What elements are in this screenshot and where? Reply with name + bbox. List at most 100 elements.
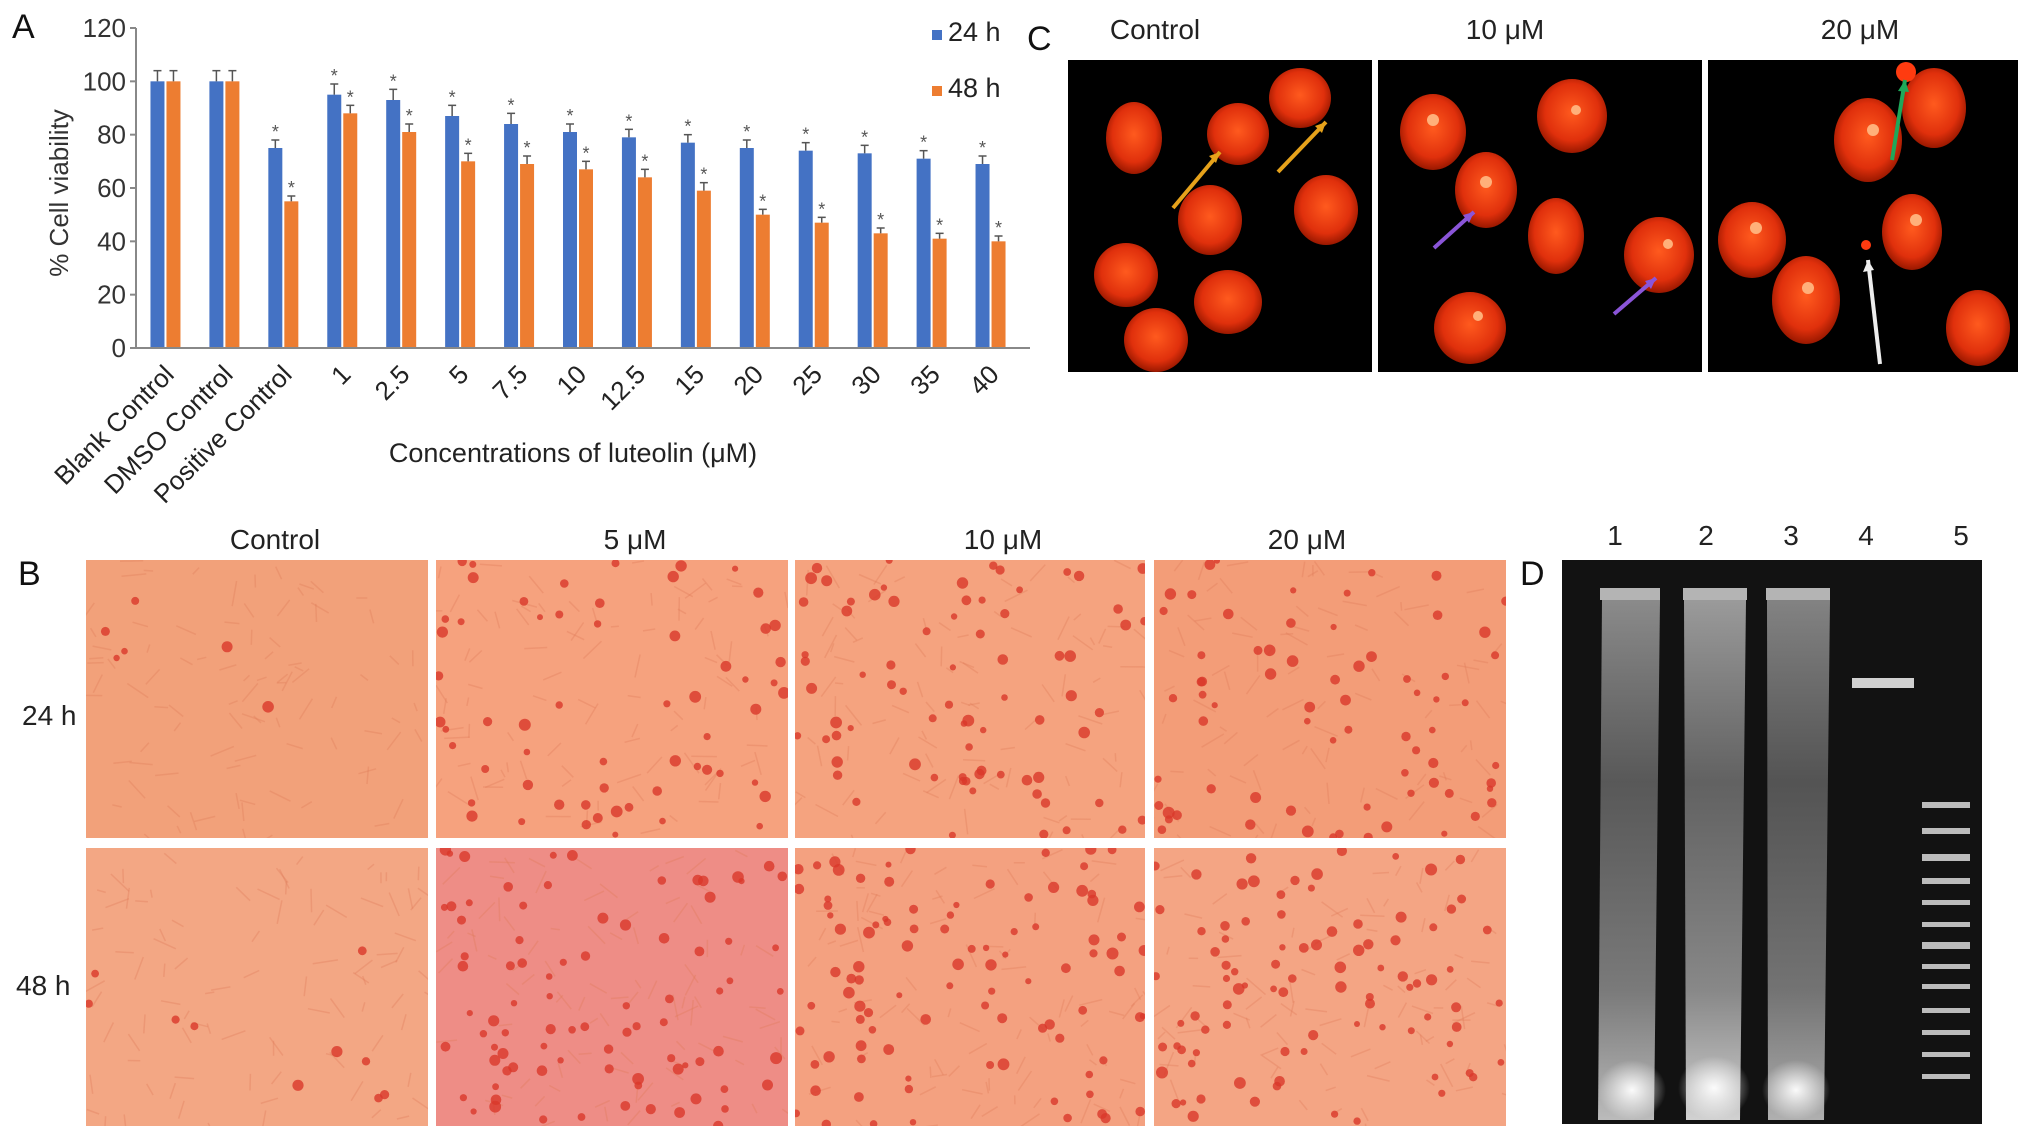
panel-c-col-title-10um: 10 μM	[1465, 14, 1545, 45]
bar-24h	[857, 153, 872, 348]
significance-mark: *	[465, 135, 472, 155]
gel-ladder-lane-5	[1922, 802, 1970, 1079]
x-tick-label: 2.5	[369, 359, 416, 406]
chart-legend: 24 h 48 h	[932, 17, 1001, 103]
gel-band-lane-4	[1852, 678, 1914, 688]
gel-lane-label-3: 3	[1783, 520, 1799, 551]
fluorescence-image-20um	[1708, 60, 2018, 372]
brightfield-image-r2-c4	[1154, 848, 1506, 1126]
significance-mark: *	[920, 133, 927, 153]
significance-mark: *	[508, 95, 515, 115]
significance-mark: *	[700, 165, 707, 185]
x-tick-label: 15	[668, 359, 710, 401]
bar-48h	[284, 201, 299, 348]
bar-48h	[755, 214, 770, 348]
brightfield-image-r2-c3	[795, 848, 1145, 1126]
gel-lane-label-5: 5	[1953, 520, 1969, 551]
brightfield-image-r1-c3	[795, 560, 1145, 838]
significance-mark: *	[390, 71, 397, 91]
gel-lane-label-2: 2	[1698, 520, 1714, 551]
legend-swatch	[932, 30, 942, 40]
y-tick-label: 0	[112, 333, 126, 363]
cell-viability-bar-chart: ************************** Blank Control…	[44, 13, 1030, 509]
bar-48h	[166, 81, 181, 348]
bar-24h	[386, 100, 401, 348]
significance-mark: *	[743, 122, 750, 142]
bar-24h	[739, 148, 754, 348]
panel-letter-c: C	[1027, 20, 1052, 58]
x-tick-label: 10	[551, 359, 593, 401]
panel-letter-d: D	[1520, 555, 1545, 593]
fluorescence-image-control	[1068, 60, 1372, 372]
gel-smear-lane-2	[1684, 600, 1746, 1120]
significance-mark: *	[347, 87, 354, 107]
significance-mark: *	[802, 125, 809, 145]
significance-mark: *	[272, 122, 279, 142]
y-tick-label: 40	[97, 226, 126, 256]
significance-mark: *	[861, 127, 868, 147]
panel-letter-a: A	[12, 8, 35, 46]
y-tick-label: 80	[97, 120, 126, 150]
significance-mark: *	[995, 218, 1002, 238]
bar-24h	[268, 148, 283, 348]
panel-letter-b: B	[18, 555, 41, 593]
panel-b-row-label-48h: 48 h	[16, 970, 71, 1001]
bar-24h	[209, 81, 224, 348]
gel-lane-label-1: 1	[1607, 520, 1623, 551]
bar-24h	[621, 137, 636, 348]
panel-b-col-title-20um: 20 μM	[1267, 524, 1347, 555]
significance-mark: *	[524, 138, 531, 158]
x-tick-label: 1	[325, 359, 356, 390]
significance-mark: *	[936, 215, 943, 235]
significance-mark: *	[406, 106, 413, 126]
brightfield-image-r1-c2	[436, 560, 788, 838]
bar-24h	[680, 142, 695, 348]
bar-48h	[873, 233, 888, 348]
y-tick-label: 60	[97, 173, 126, 203]
x-tick-label: 5	[443, 359, 474, 390]
arrow-yellow-2	[1276, 120, 1328, 174]
brightfield-image-r2-c2	[436, 848, 788, 1126]
dna-fragmentation-gel	[1562, 560, 1982, 1124]
bar-48h	[225, 81, 240, 348]
bar-24h	[445, 116, 460, 348]
bar-24h	[916, 158, 931, 348]
bar-48h	[461, 161, 476, 348]
significance-mark: *	[818, 199, 825, 219]
bar-24h	[504, 124, 519, 348]
legend-label: 48 h	[948, 73, 1001, 103]
bar-48h	[637, 177, 652, 348]
x-tick-label: 25	[786, 359, 828, 401]
panel-b-col-title-5um: 5 μM	[603, 524, 667, 555]
bar-24h	[798, 150, 813, 348]
x-tick-label: 20	[727, 359, 769, 401]
significance-mark: *	[684, 117, 691, 137]
brightfield-image-r1-c4	[1154, 560, 1506, 838]
x-tick-label: 12.5	[594, 359, 651, 416]
significance-mark: *	[979, 138, 986, 158]
arrow-yellow-1	[1171, 150, 1222, 210]
bar-48h	[814, 222, 829, 348]
bar-48h	[991, 241, 1006, 348]
panel-c-col-title-20um: 20 μM	[1820, 14, 1900, 45]
significance-mark: *	[331, 66, 338, 86]
arrow-green	[1890, 79, 1907, 161]
brightfield-image-r2-c1	[86, 848, 428, 1126]
x-tick-label: 30	[845, 359, 887, 401]
panel-b-col-title-10um: 10 μM	[963, 524, 1043, 555]
bar-24h	[975, 164, 990, 348]
bar-48h	[932, 238, 947, 348]
arrow-white	[1866, 259, 1882, 365]
gel-lane-label-4: 4	[1858, 520, 1874, 551]
panel-c-col-title-control: Control	[1109, 14, 1201, 45]
x-tick-label: 35	[904, 359, 946, 401]
fluorescence-image-10um	[1378, 60, 1702, 372]
bar-48h	[520, 164, 535, 348]
y-axis-label: % Cell viability	[44, 109, 74, 277]
significance-mark: *	[759, 191, 766, 211]
significance-mark: *	[641, 151, 648, 171]
significance-mark: *	[566, 106, 573, 126]
significance-mark: *	[877, 210, 884, 230]
panel-b-col-title-control: Control	[229, 524, 321, 555]
bar-48h	[343, 113, 358, 348]
